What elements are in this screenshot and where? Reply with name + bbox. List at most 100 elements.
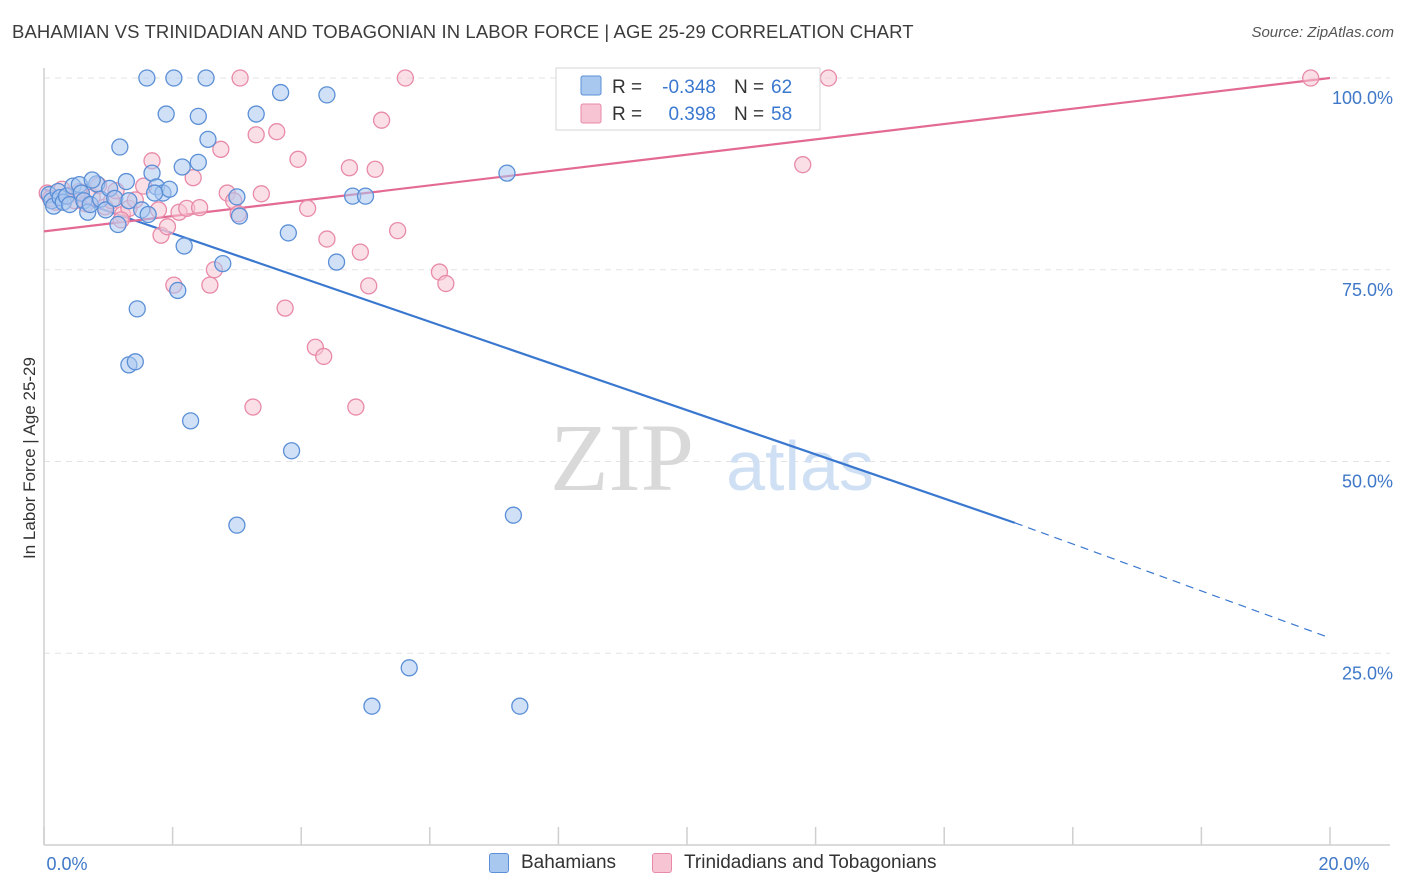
data-point-bahamian (228, 188, 246, 206)
data-point-bahamian (109, 215, 127, 234)
data-point-bahamian (197, 69, 215, 87)
data-point-bahamian (279, 224, 297, 242)
data-point-bahamian (189, 153, 207, 172)
data-point-trinidadian (372, 111, 391, 129)
series-bahamian-points (40, 69, 529, 715)
series-legend: Bahamians Trinidadians and Tobagonians (0, 852, 1406, 878)
data-point-bahamian (157, 105, 175, 123)
data-point-trinidadian (347, 398, 365, 416)
data-point-bahamian (106, 189, 124, 208)
data-point-bahamian (120, 192, 138, 210)
legend-n-value: 58 (771, 104, 792, 125)
data-point-bahamian (189, 107, 207, 125)
y-tick-label: 50.0% (1342, 472, 1393, 492)
data-point-bahamian (230, 207, 249, 225)
legend-r-label: R = (612, 77, 642, 98)
legend-n-value: 62 (771, 77, 792, 98)
data-point-bahamian (111, 138, 129, 156)
data-point-trinidadian (289, 150, 307, 168)
watermark: ZIP atlas (550, 404, 874, 511)
data-point-bahamian (165, 69, 183, 87)
data-point-bahamian (504, 506, 523, 524)
data-point-bahamian (400, 659, 418, 677)
legend-n-label: N = (734, 104, 764, 125)
data-point-bahamian (318, 86, 336, 104)
legend-item-trinidadians[interactable]: Trinidadians and Tobagonians (652, 852, 936, 874)
legend-n-label: N = (734, 77, 764, 98)
axes (43, 68, 1390, 846)
data-point-trinidadian (276, 299, 294, 317)
data-point-bahamian (160, 180, 179, 198)
y-tick-label: 100.0% (1332, 88, 1393, 108)
data-point-trinidadian (396, 69, 415, 87)
axis-ticks (43, 827, 1331, 845)
legend-label-bahamians: Bahamians (521, 852, 617, 873)
data-point-trinidadian (212, 140, 230, 158)
legend-r-value: 0.398 (668, 104, 716, 125)
data-point-bahamian (97, 201, 115, 219)
trend-line-bahamians-extrapolated (1014, 522, 1331, 639)
data-point-trinidadian (252, 185, 270, 203)
data-point-bahamian (327, 253, 346, 271)
data-point-trinidadian (231, 69, 249, 87)
data-point-bahamian (181, 412, 200, 430)
data-point-trinidadian (360, 277, 378, 295)
x-tick-label-max: 20.0% (1318, 854, 1369, 874)
data-point-trinidadian (184, 169, 202, 187)
data-point-bahamian (128, 300, 146, 318)
data-point-trinidadian (190, 198, 209, 217)
y-tick-labels: 25.0% 50.0% 75.0% 100.0% (1332, 88, 1393, 683)
legend-label-trinidadians: Trinidadians and Tobagonians (684, 852, 937, 873)
trend-line-bahamians (43, 188, 1016, 524)
data-point-trinidadian (318, 230, 336, 248)
legend-item-bahamians[interactable]: Bahamians (489, 852, 616, 874)
data-point-bahamian (117, 172, 135, 191)
data-point-trinidadian (437, 274, 455, 293)
data-point-trinidadian (340, 159, 359, 177)
data-point-trinidadian (315, 347, 333, 366)
data-point-trinidadian (819, 69, 838, 87)
data-point-bahamian (83, 171, 101, 189)
data-point-trinidadian (298, 199, 317, 218)
legend-r-label: R = (612, 104, 642, 125)
data-point-bahamian (228, 516, 246, 534)
legend-swatch-blue (489, 853, 509, 873)
data-point-bahamian (271, 83, 290, 102)
trend-lines (43, 76, 1331, 639)
legend-swatch-pink (652, 853, 672, 873)
data-point-trinidadian (244, 398, 262, 416)
data-point-bahamian (356, 187, 375, 205)
data-point-bahamian (173, 158, 191, 176)
data-point-trinidadian (794, 156, 812, 174)
data-point-trinidadian (158, 218, 177, 236)
data-point-trinidadian (201, 276, 219, 294)
data-point-bahamian (199, 130, 217, 149)
source-label: Source: ZipAtlas.com (1251, 24, 1394, 41)
stats-legend: R = -0.348 N = 62 R = 0.398 N = 58 (555, 67, 821, 131)
data-point-bahamian (363, 697, 381, 715)
data-point-bahamian (511, 697, 529, 715)
data-point-trinidadian (351, 243, 370, 261)
data-point-trinidadian (247, 126, 265, 144)
data-point-bahamian (175, 237, 193, 255)
trend-line-trinidadians (43, 76, 1331, 233)
legend-swatch-blue (580, 75, 602, 96)
data-point-bahamian (139, 205, 157, 224)
chart-title: BAHAMIAN VS TRINIDADIAN AND TOBAGONIAN I… (12, 21, 914, 42)
data-point-bahamian (247, 105, 265, 123)
legend-swatch-pink (580, 103, 602, 124)
y-tick-label: 25.0% (1342, 663, 1393, 683)
data-point-bahamian (282, 442, 301, 460)
data-point-trinidadian (388, 221, 407, 240)
data-point-bahamian (126, 353, 144, 371)
y-tick-label: 75.0% (1342, 280, 1393, 300)
data-point-bahamian (169, 281, 187, 300)
x-tick-label-min: 0.0% (46, 854, 87, 874)
data-point-trinidadian (268, 123, 286, 141)
watermark-zip: ZIP (550, 404, 694, 511)
data-point-trinidadian (1302, 69, 1320, 87)
data-point-trinidadian (366, 160, 384, 178)
data-point-bahamian (145, 184, 164, 202)
legend-r-value: -0.348 (662, 77, 716, 98)
